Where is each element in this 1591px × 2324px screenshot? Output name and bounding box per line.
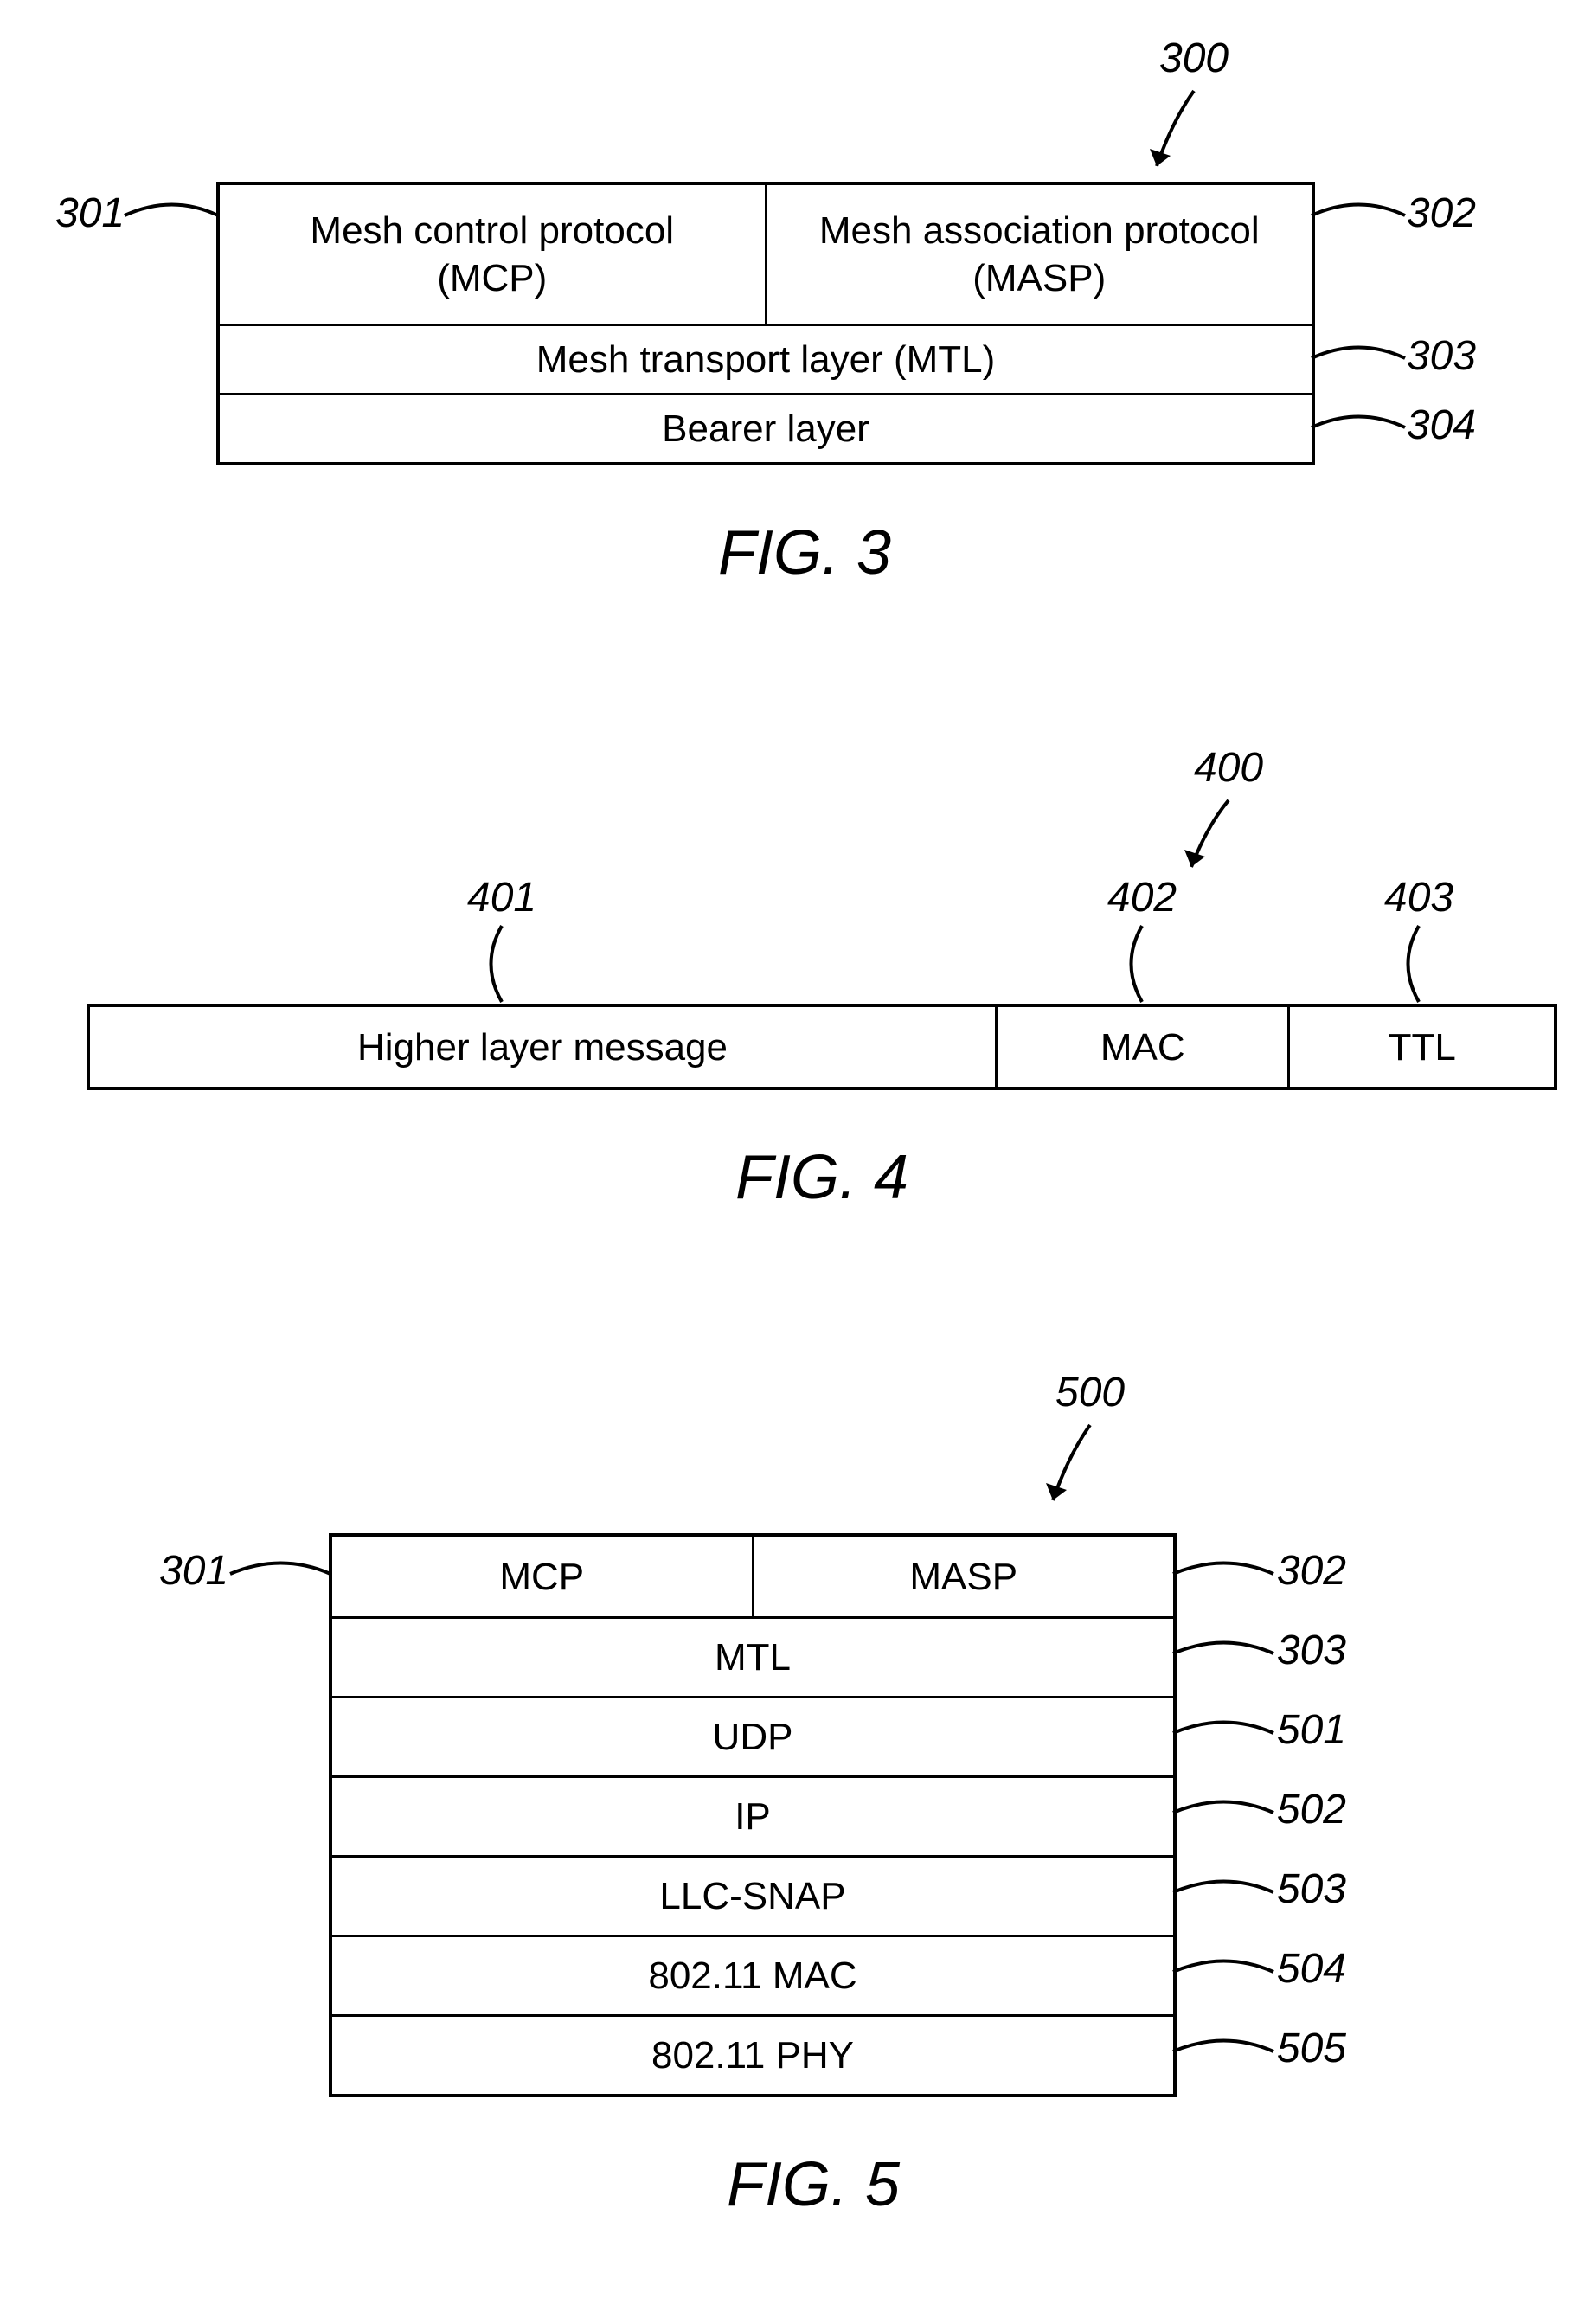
leader-501: [1173, 1720, 1275, 1755]
fig3-row-mtl: Mesh transport layer (MTL): [220, 324, 1312, 393]
cell-bearer: Bearer layer: [220, 393, 1312, 462]
leader-303: [1312, 345, 1407, 380]
leader-302: [1312, 202, 1407, 237]
mcp-line1: Mesh control protocol: [310, 207, 674, 254]
ref-303-5: 303: [1277, 1627, 1346, 1674]
cell-80211mac: 802.11 MAC: [332, 1935, 1173, 2014]
fig5-row-6: 802.11 PHY: [332, 2014, 1173, 2094]
figure-3: 300 Mesh control protocol (MCP) Mesh ass…: [130, 69, 1479, 588]
cell-udp: UDP: [332, 1696, 1173, 1775]
ref-304: 304: [1407, 401, 1476, 449]
leader-301-5: [230, 1561, 332, 1595]
ref-504: 504: [1277, 1945, 1346, 1993]
arrow-300: [1146, 87, 1216, 182]
cell-mcp: Mesh control protocol (MCP): [220, 185, 767, 324]
leader-503: [1173, 1879, 1275, 1914]
figure-4: 400 401 402 403 Higher layer message MAC…: [87, 779, 1557, 1213]
leader-303-5: [1173, 1640, 1275, 1675]
leader-304: [1312, 414, 1407, 449]
leader-403: [1402, 926, 1436, 1004]
cell-masp-5: MASP: [754, 1537, 1174, 1616]
cell-hlm: Higher layer message: [90, 1007, 998, 1087]
fig5-row-3: IP: [332, 1775, 1173, 1855]
cell-ttl: TTL: [1290, 1007, 1554, 1087]
cell-ip: IP: [332, 1775, 1173, 1855]
cell-masp: Mesh association protocol (MASP): [767, 185, 1312, 324]
fig5-table: MCP MASP MTL UDP IP LLC-SNAP 802.11 MAC …: [329, 1533, 1177, 2097]
ref-300: 300: [1159, 35, 1229, 82]
fig3-row-bearer: Bearer layer: [220, 393, 1312, 462]
fig3-table: Mesh control protocol (MCP) Mesh associa…: [216, 182, 1315, 465]
ref-302-5: 302: [1277, 1547, 1346, 1595]
leader-504: [1173, 1959, 1275, 1993]
fig5-row-5: 802.11 MAC: [332, 1935, 1173, 2014]
fig4-caption: FIG. 4: [87, 1142, 1557, 1213]
figure-5: 500 MCP MASP MTL UDP IP LLC-SNAP 802.11 …: [225, 1403, 1402, 2220]
cell-80211phy: 802.11 PHY: [332, 2014, 1173, 2094]
arrow-400: [1181, 796, 1250, 883]
ref-500: 500: [1055, 1369, 1125, 1416]
fig5-row-2: UDP: [332, 1696, 1173, 1775]
cell-mtl-5: MTL: [332, 1616, 1173, 1696]
cell-mcp-5: MCP: [332, 1537, 754, 1616]
ref-505: 505: [1277, 2025, 1346, 2072]
ref-302: 302: [1407, 189, 1476, 237]
leader-301: [125, 202, 220, 237]
ref-501: 501: [1277, 1706, 1346, 1754]
ref-503: 503: [1277, 1865, 1346, 1913]
ref-402: 402: [1107, 874, 1177, 921]
leader-502: [1173, 1800, 1275, 1834]
fig5-row-0: MCP MASP: [332, 1537, 1173, 1616]
fig5-row-4: LLC-SNAP: [332, 1855, 1173, 1935]
leader-505: [1173, 2038, 1275, 2073]
ref-400: 400: [1194, 744, 1263, 792]
ref-502: 502: [1277, 1786, 1346, 1833]
ref-303: 303: [1407, 332, 1476, 380]
cell-mac: MAC: [998, 1007, 1290, 1087]
ref-301-5: 301: [159, 1547, 228, 1595]
arrow-500: [1042, 1421, 1112, 1516]
fig3-row-top: Mesh control protocol (MCP) Mesh associa…: [220, 185, 1312, 324]
ref-403: 403: [1384, 874, 1453, 921]
fig5-row-1: MTL: [332, 1616, 1173, 1696]
leader-402: [1125, 926, 1159, 1004]
fig4-table: Higher layer message MAC TTL: [87, 1004, 1557, 1090]
cell-mtl: Mesh transport layer (MTL): [220, 324, 1312, 393]
fig3-caption: FIG. 3: [130, 517, 1479, 588]
leader-401: [484, 926, 519, 1004]
mcp-line2: (MCP): [310, 254, 674, 302]
masp-line2: (MASP): [819, 254, 1260, 302]
cell-llc: LLC-SNAP: [332, 1855, 1173, 1935]
ref-401: 401: [467, 874, 536, 921]
ref-301: 301: [55, 189, 125, 237]
fig5-caption: FIG. 5: [225, 2149, 1402, 2220]
leader-302-5: [1173, 1561, 1275, 1595]
masp-line1: Mesh association protocol: [819, 207, 1260, 254]
